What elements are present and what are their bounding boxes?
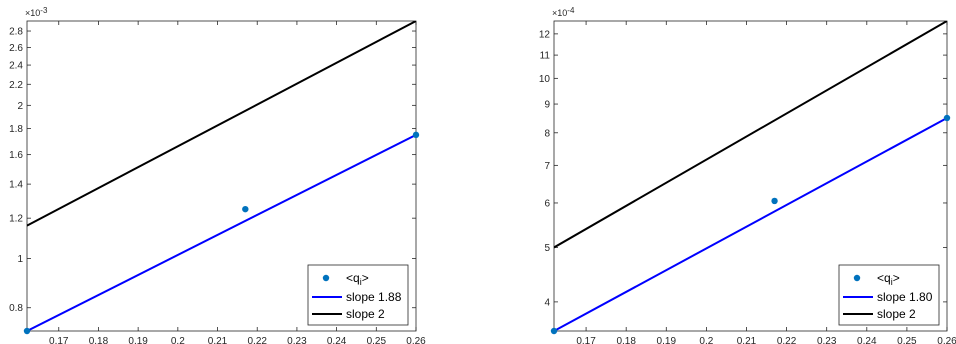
data-point <box>412 131 420 139</box>
x-tick-label: 0.26 <box>937 336 956 344</box>
legend-label-ref: slope 2 <box>877 307 916 321</box>
y-tick-label: 8 <box>544 128 550 139</box>
x-tick-label: 0.19 <box>128 336 148 344</box>
x-tick-label: 0.19 <box>657 336 677 344</box>
plot-area-frame <box>553 20 948 332</box>
legend: <qi> slope 1.88 slope 2 <box>307 264 409 326</box>
y-tick-label: 1.2 <box>9 214 23 225</box>
data-point <box>23 327 31 335</box>
y-tick-label: 1.6 <box>9 150 23 161</box>
legend-label-fit: slope 1.80 <box>877 290 933 304</box>
legend-label-points: <qi> <box>877 271 900 287</box>
y-tick-label: 2.6 <box>9 43 23 54</box>
y-exponent-label: ×10-4 <box>552 6 575 18</box>
data-point <box>771 197 778 205</box>
y-tick-label: 2 <box>17 101 23 112</box>
y-tick-label: 5 <box>544 243 550 254</box>
y-tick-label: 2.8 <box>9 27 23 38</box>
x-tick-label: 0.21 <box>208 336 228 344</box>
legend-label-fit: slope 1.88 <box>346 290 402 304</box>
legend-marker-points <box>322 274 330 282</box>
y-tick-label: 1 <box>17 254 23 265</box>
y-tick-label: 1.4 <box>9 180 23 191</box>
legend: <qi> slope 1.80 slope 2 <box>838 264 940 326</box>
x-tick-label: 0.24 <box>857 336 877 344</box>
legend-label-close: > <box>893 271 900 285</box>
y-tick-label: 2.2 <box>9 80 23 91</box>
x-tick-label: 0.24 <box>327 336 347 344</box>
legend-label-points: <qi> <box>346 271 369 287</box>
legend-label-subscript: i <box>891 277 893 287</box>
reference-line <box>27 21 416 227</box>
y-tick-label: 7 <box>544 161 550 172</box>
x-tick-label: 0.17 <box>576 336 596 344</box>
y-tick-label: 4 <box>544 297 550 308</box>
data-point <box>550 327 558 335</box>
x-tick-label: 0.25 <box>367 336 387 344</box>
x-tick-label: 0.17 <box>49 336 69 344</box>
x-tick-label: 0.18 <box>89 336 109 344</box>
legend-label-ref: slope 2 <box>346 307 385 321</box>
x-tick-label: 0.18 <box>616 336 636 344</box>
x-tick-label: 0.22 <box>247 336 267 344</box>
fit-line <box>554 117 947 331</box>
x-tick-label: 0.2 <box>171 336 185 344</box>
x-tick-label: 0.2 <box>699 336 713 344</box>
y-tick-label: 10 <box>539 74 551 85</box>
legend-marker-points <box>853 274 861 282</box>
legend-label-subscript: i <box>360 277 362 287</box>
x-tick-label: 0.23 <box>287 336 307 344</box>
y-exponent-label: ×10-3 <box>25 6 48 18</box>
y-tick-label: 9 <box>544 100 550 111</box>
x-tick-label: 0.22 <box>777 336 797 344</box>
y-exponent-power: -3 <box>40 6 48 15</box>
chart-panel-1: 0.17 0.18 0.19 0.2 0.21 0.22 0.23 0.24 0.25 0.26 1… <box>9 6 426 344</box>
chart-panel-2: 0.17 0.18 0.19 0.2 0.21 0.22 0.23 0.24 0.25 0.26 4… <box>539 6 956 344</box>
x-tick-label: 0.26 <box>406 336 426 344</box>
y-tick-label: 1.8 <box>9 124 23 135</box>
y-tick-label: 6 <box>544 198 550 209</box>
fit-line <box>27 133 416 331</box>
plot-area-frame <box>26 20 417 332</box>
y-tick-label: 2.4 <box>9 61 23 72</box>
reference-line <box>554 21 947 249</box>
y-tick-label: 11 <box>540 51 551 62</box>
data-point <box>242 205 249 213</box>
x-tick-label: 0.25 <box>897 336 917 344</box>
x-tick-label: 0.21 <box>737 336 757 344</box>
y-exponent-power: -4 <box>567 6 575 15</box>
y-tick-label: 12 <box>539 29 551 40</box>
y-tick-label: 0.8 <box>9 303 23 314</box>
legend-label-close: > <box>362 271 369 285</box>
x-tick-label: 0.23 <box>817 336 837 344</box>
data-point <box>943 114 951 122</box>
